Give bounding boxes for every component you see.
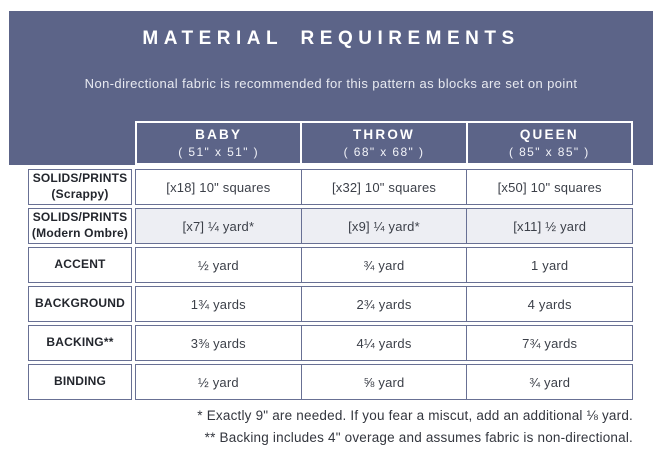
row-values: 3⅜ yards 4¼ yards 7¾ yards [135,325,633,361]
table-row-accent: ACCENT ½ yard ¾ yard 1 yard [28,247,633,283]
column-header-baby: BABY ( 51" x 51" ) [137,123,300,163]
row-values: ½ yard ¾ yard 1 yard [135,247,633,283]
row-label-cell: SOLIDS/PRINTS (Modern Ombre) [28,208,132,244]
table-row-solids-scrappy: SOLIDS/PRINTS (Scrappy) [x18] 10" square… [28,169,633,205]
value-cell-baby: ½ yard [197,374,239,390]
value-cell-queen: 4 yards [466,287,632,321]
row-label: BINDING [53,374,107,389]
value-cell-throw: 4¼ yards [300,326,467,360]
column-name: BABY [195,126,243,142]
row-label: ACCENT [54,257,106,272]
column-name: THROW [352,126,415,142]
row-label-cell: BACKING** [28,325,132,361]
page-subtitle: Non-directional fabric is recommended fo… [84,76,578,91]
value-cell-queen: [x11] ½ yard [466,209,632,243]
table-row-backing: BACKING** 3⅜ yards 4¼ yards 7¾ yards [28,325,633,361]
page-title: MATERIAL REQUIREMENTS [142,28,520,49]
row-sublabel: (Scrappy) [51,187,109,201]
column-size: ( 51" x 51" ) [178,145,260,160]
row-values: [x7] ¼ yard* [x9] ¼ yard* [x11] ½ yard [135,208,633,244]
table-row-binding: BINDING ½ yard ⅝ yard ¾ yard [28,364,633,400]
footnotes: * Exactly 9" are needed. If you fear a m… [197,405,633,449]
footnote-miscut: * Exactly 9" are needed. If you fear a m… [197,408,633,423]
row-label: SOLIDS/PRINTS [32,210,128,225]
value-cell-baby: 1¾ yards [190,296,246,312]
value-cell-baby: 3⅜ yards [190,335,246,351]
column-header-throw: THROW ( 68" x 68" ) [300,123,465,163]
row-label-cell: BINDING [28,364,132,400]
column-size: ( 85" x 85" ) [508,145,590,160]
column-size: ( 68" x 68" ) [343,145,425,160]
row-values: [x18] 10" squares [x32] 10" squares [x50… [135,169,633,205]
footnote-backing: ** Backing includes 4" overage and assum… [204,430,633,445]
value-cell-queen: ¾ yard [466,365,632,399]
value-cell-throw: [x9] ¼ yard* [300,209,467,243]
value-cell-throw: ¾ yard [300,248,467,282]
row-label: BACKING** [46,335,114,350]
value-cell-queen: 7¾ yards [466,326,632,360]
row-sublabel: (Modern Ombre) [31,226,129,240]
value-cell-queen: [x50] 10" squares [466,170,632,204]
column-header-queen: QUEEN ( 85" x 85" ) [465,123,631,163]
value-cell-queen: 1 yard [466,248,632,282]
row-values: ½ yard ⅝ yard ¾ yard [135,364,633,400]
row-label-cell: BACKGROUND [28,286,132,322]
row-label-cell: ACCENT [28,247,132,283]
value-cell-baby: ½ yard [197,257,239,273]
value-cell-baby: [x18] 10" squares [166,179,271,195]
table-row-solids-ombre: SOLIDS/PRINTS (Modern Ombre) [x7] ¼ yard… [28,208,633,244]
value-cell-baby: [x7] ¼ yard* [182,218,255,234]
row-label-cell: SOLIDS/PRINTS (Scrappy) [28,169,132,205]
table-row-background: BACKGROUND 1¾ yards 2¾ yards 4 yards [28,286,633,322]
row-values: 1¾ yards 2¾ yards 4 yards [135,286,633,322]
table-column-headers: BABY ( 51" x 51" ) THROW ( 68" x 68" ) Q… [135,121,633,165]
row-label: SOLIDS/PRINTS [32,171,128,186]
table-body: SOLIDS/PRINTS (Scrappy) [x18] 10" square… [28,169,633,403]
column-name: QUEEN [519,126,579,142]
banner: MATERIAL REQUIREMENTS Non-directional fa… [9,11,653,165]
value-cell-throw: [x32] 10" squares [300,170,467,204]
value-cell-throw: 2¾ yards [300,287,467,321]
row-label: BACKGROUND [35,296,125,311]
value-cell-throw: ⅝ yard [300,365,467,399]
